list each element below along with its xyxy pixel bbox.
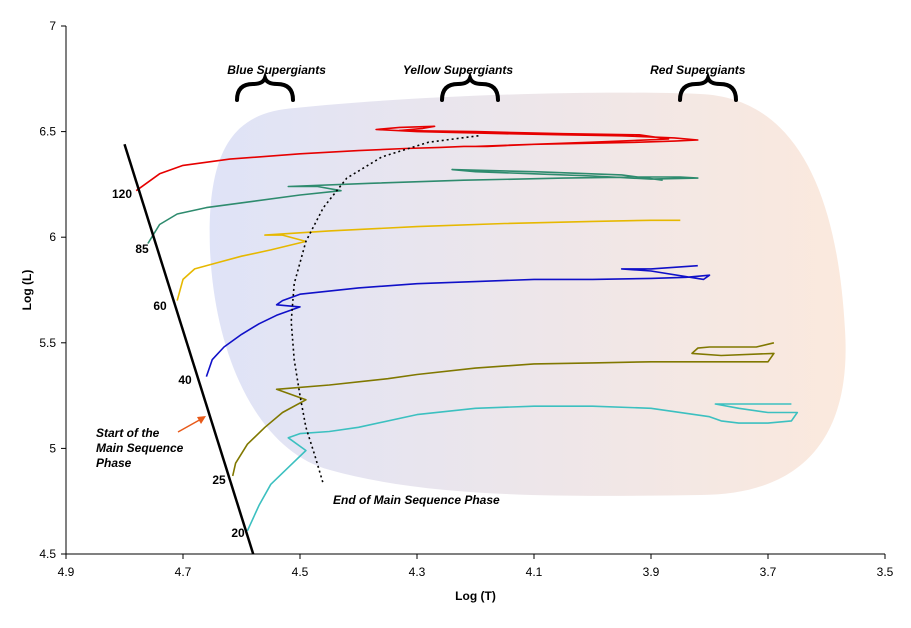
axes-layer: 4.9 4.7 4.5 4.3 4.1 3.9 3.7 3.5 4.5 5 5.5 6 6.5 7 Log …	[20, 19, 894, 603]
track-85-line	[147, 168, 699, 244]
x-tick-label: 4.1	[526, 565, 543, 579]
y-tick-label: 6.5	[39, 125, 56, 139]
mass-label-40: 40	[178, 373, 192, 387]
annotation-layer: 120 85 60 40 25 20 Blue Supergiants Yellow Supe…	[96, 63, 746, 540]
x-tick-label: 4.9	[58, 565, 75, 579]
region-brace	[235, 71, 295, 102]
y-axis-title: Log (L)	[20, 270, 34, 311]
supergiant-envelope	[209, 92, 846, 496]
x-tick-label: 4.7	[175, 565, 192, 579]
track-60-line	[176, 219, 681, 301]
y-tick-label: 7	[49, 19, 56, 33]
track-20-line	[246, 403, 799, 532]
y-tick-label: 5	[49, 441, 56, 455]
x-tick-label: 3.5	[877, 565, 894, 579]
start-main-sequence-label: Start of the	[96, 426, 160, 440]
main-sequence-start-line	[123, 143, 255, 555]
x-tick-label: 3.9	[643, 565, 660, 579]
mass-label-60: 60	[153, 299, 167, 313]
y-tick-label: 6	[49, 230, 56, 244]
y-tick-label: 4.5	[39, 547, 56, 561]
start-main-sequence-label: Main Sequence	[96, 441, 184, 455]
y-tick-label: 5.5	[39, 336, 56, 350]
mass-label-120: 120	[112, 187, 132, 201]
region-brace	[678, 71, 738, 102]
start-arrow-head	[197, 416, 206, 424]
x-axis-title: Log (T)	[455, 589, 496, 603]
track-120-line	[135, 125, 699, 192]
series-layer	[123, 125, 799, 555]
start-arrow-line	[177, 417, 204, 433]
track-25-line	[231, 342, 775, 477]
mass-label-85: 85	[135, 242, 149, 256]
background-layer	[209, 92, 846, 496]
end-main-sequence-label: End of Main Sequence Phase	[333, 493, 500, 507]
mass-label-25: 25	[212, 473, 226, 487]
region-label: Yellow Supergiants	[403, 63, 514, 77]
mass-label-20: 20	[231, 526, 245, 540]
track-40-line	[205, 264, 711, 377]
region-label: Blue Supergiants	[227, 63, 326, 77]
start-main-sequence-label: Phase	[96, 456, 132, 470]
x-tick-label: 4.3	[409, 565, 426, 579]
x-tick-label: 3.7	[760, 565, 777, 579]
x-tick-label: 4.5	[292, 565, 309, 579]
region-label: Red Supergiants	[650, 63, 746, 77]
region-brace	[440, 71, 500, 102]
